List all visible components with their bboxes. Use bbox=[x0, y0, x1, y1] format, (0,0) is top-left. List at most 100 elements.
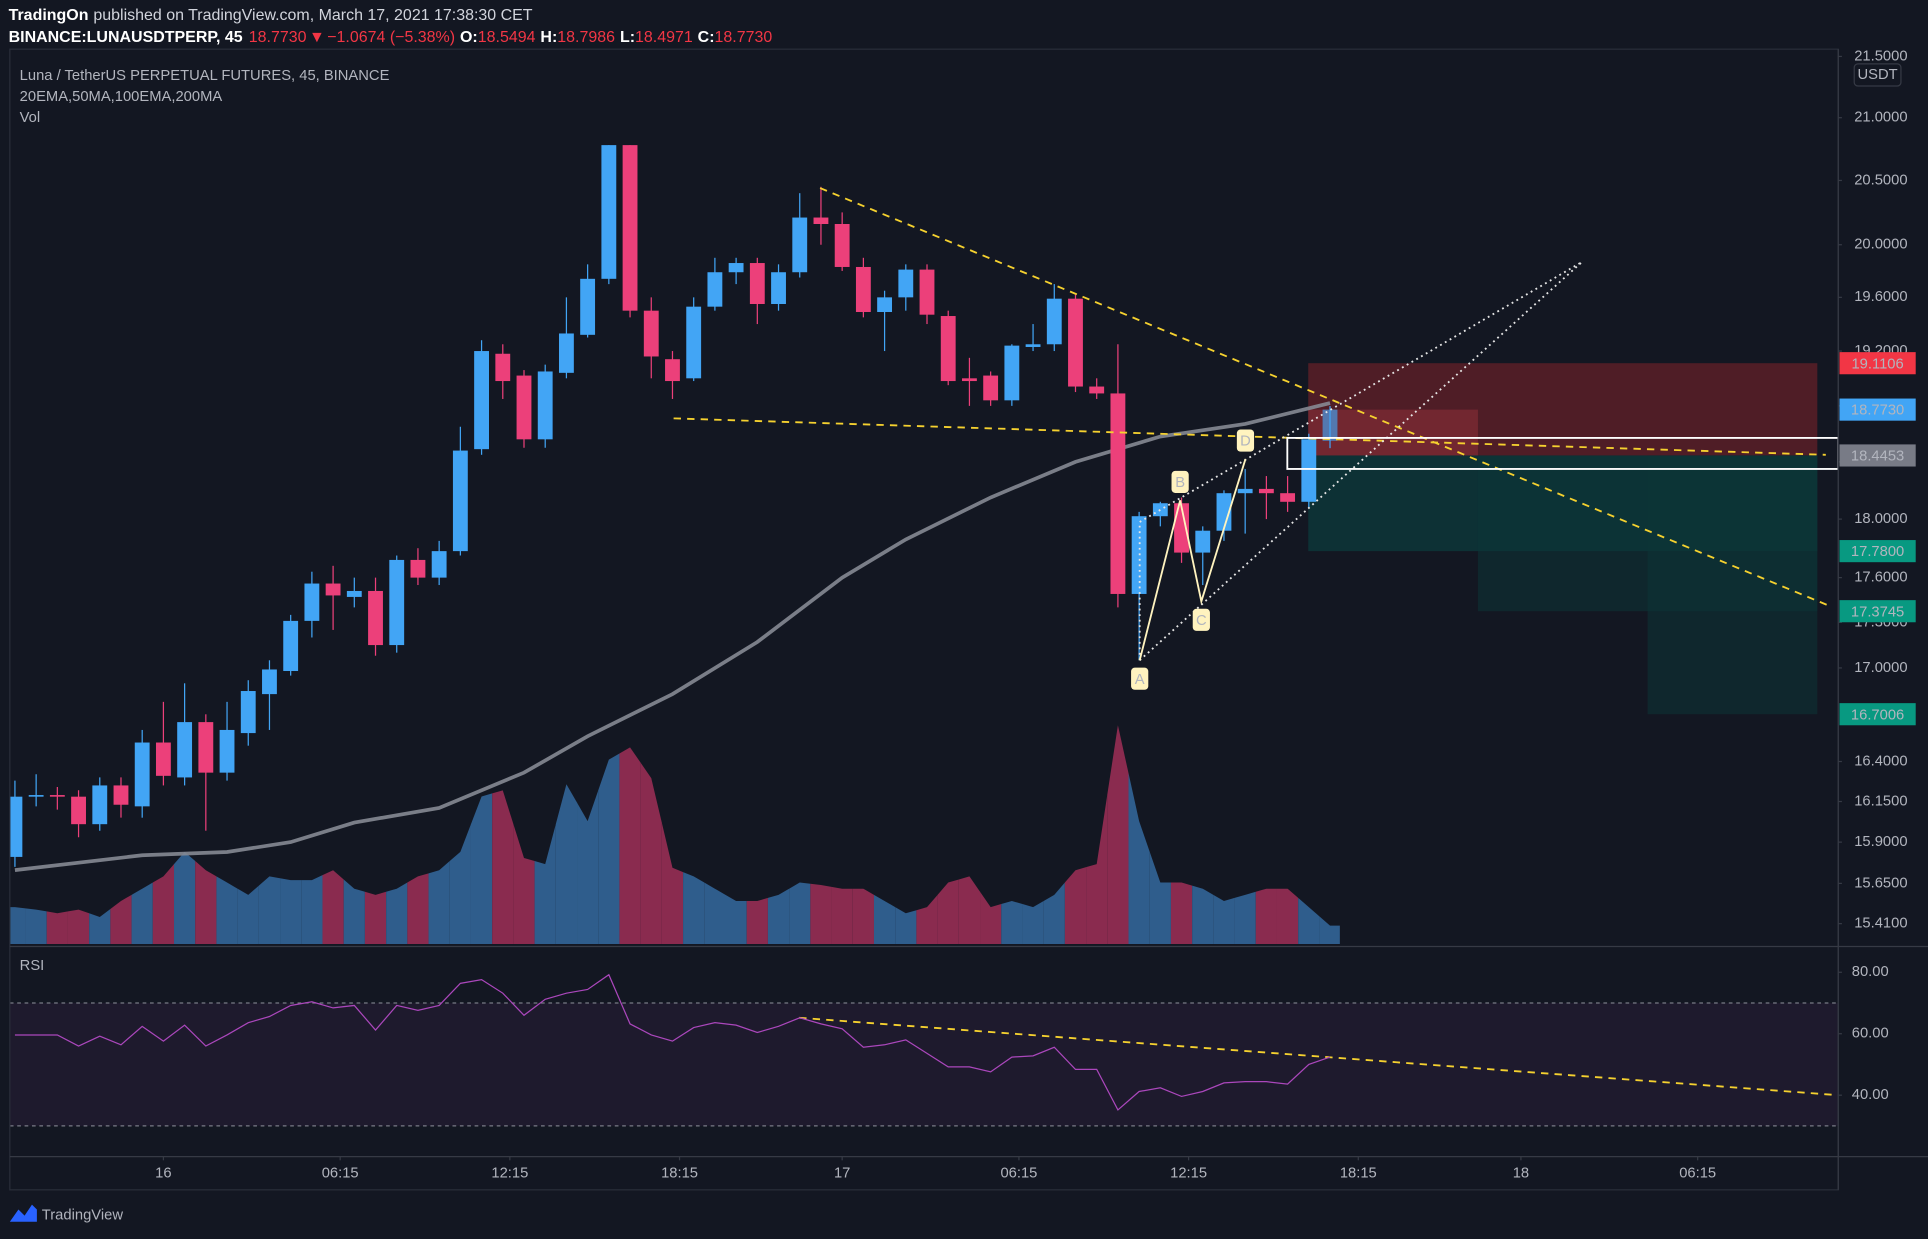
volume-area bbox=[725, 894, 747, 944]
candle-body bbox=[219, 729, 235, 773]
y-tick-label: 17.0000 bbox=[1854, 660, 1907, 676]
volume-area bbox=[534, 824, 556, 944]
candle-body bbox=[771, 272, 786, 305]
price-pane: A B C D bbox=[9, 145, 1839, 944]
volume-area bbox=[1001, 900, 1023, 944]
volume-area bbox=[449, 824, 471, 944]
ohlc-value: 18.7730 bbox=[715, 29, 773, 46]
volume-area bbox=[661, 822, 684, 944]
volume-area bbox=[1170, 882, 1193, 944]
footer-logo bbox=[9, 1204, 37, 1222]
candle-body bbox=[940, 316, 956, 382]
x-tick-label: 18 bbox=[1513, 1166, 1529, 1182]
candle-body bbox=[155, 742, 171, 776]
volume-area bbox=[9, 907, 26, 944]
moving-average bbox=[14, 401, 1331, 872]
volume-area bbox=[810, 883, 832, 944]
volume-area bbox=[1043, 882, 1065, 944]
rsi-tick-label: 60.00 bbox=[1852, 1026, 1889, 1042]
volume-area bbox=[619, 747, 641, 944]
candle-body bbox=[558, 333, 574, 373]
footer-brand: TradingView bbox=[42, 1208, 124, 1224]
volume-area bbox=[216, 876, 238, 944]
volume-area bbox=[958, 876, 981, 944]
volume-area bbox=[1064, 867, 1087, 944]
volume-area bbox=[301, 875, 323, 944]
price-label: 19.1106 bbox=[1851, 356, 1903, 372]
volume-area bbox=[195, 861, 217, 944]
price-label: 18.4453 bbox=[1851, 449, 1904, 465]
y-tick-label: 21.0000 bbox=[1854, 110, 1907, 126]
axes: USDT 21.5000 21.0000 20.5000 20.0000 19.6000… bbox=[9, 48, 1928, 1191]
symbol-line: BINANCE:LUNAUSDTPERP, 45 18.7730 ▼ −1.0674 … bbox=[9, 29, 773, 46]
candle-body bbox=[898, 269, 914, 298]
volume-area bbox=[89, 908, 111, 944]
ohlc-value: 18.7986 bbox=[557, 29, 615, 46]
candle-body bbox=[834, 223, 850, 267]
x-tick-label: 16 bbox=[155, 1166, 171, 1182]
candle-body bbox=[1174, 503, 1189, 553]
y-tick-label: 15.9000 bbox=[1854, 834, 1907, 850]
volume-area bbox=[492, 790, 514, 944]
volume-area bbox=[577, 790, 599, 944]
volume-area bbox=[364, 891, 387, 944]
candle-body bbox=[431, 551, 447, 578]
candle-body bbox=[346, 590, 362, 597]
chart-title: Luna / TetherUS PERPETUAL FUTURES, 45, B… bbox=[20, 68, 390, 84]
candle-body bbox=[1089, 386, 1105, 394]
trendline bbox=[799, 1016, 1839, 1097]
logo-icon bbox=[9, 1204, 37, 1222]
y-tick-label: 21.5000 bbox=[1854, 48, 1907, 64]
volume-area bbox=[67, 909, 90, 944]
candle-body bbox=[28, 795, 44, 797]
volume-area bbox=[789, 882, 811, 944]
volume-area bbox=[110, 894, 132, 944]
rectangle-drawing bbox=[1286, 436, 1839, 470]
volume-area bbox=[1319, 916, 1340, 944]
change-arrow: ▼ bbox=[309, 29, 325, 46]
candle-body bbox=[134, 742, 150, 807]
price-label-box bbox=[1839, 703, 1916, 726]
y-tick-label: 15.4100 bbox=[1854, 916, 1907, 932]
volume-label: Vol bbox=[20, 110, 41, 126]
volume-area bbox=[386, 882, 408, 944]
candle-body bbox=[113, 785, 129, 805]
candle-body bbox=[325, 583, 341, 596]
price-label: 17.3745 bbox=[1851, 604, 1904, 620]
volume-area bbox=[280, 878, 302, 944]
price-label: 16.7006 bbox=[1851, 707, 1904, 723]
rsi-tick-label: 80.00 bbox=[1852, 964, 1889, 980]
volume-area bbox=[767, 888, 790, 944]
candle-body bbox=[601, 145, 617, 279]
price-label: 17.7800 bbox=[1851, 544, 1904, 560]
ohlc-label: H: bbox=[540, 29, 557, 46]
pattern-label: D bbox=[1240, 434, 1251, 450]
trendline bbox=[673, 417, 1826, 456]
pattern-line bbox=[1138, 458, 1247, 661]
candle-body bbox=[1216, 493, 1232, 531]
candle-body bbox=[1322, 409, 1338, 441]
candle-body bbox=[580, 278, 596, 335]
x-tick-label: 12:15 bbox=[491, 1166, 528, 1182]
candle-body bbox=[1280, 493, 1296, 502]
pattern-label: A bbox=[1135, 672, 1145, 688]
publisher: TradingOn bbox=[9, 7, 89, 24]
volume-area bbox=[1255, 888, 1277, 944]
candle-body bbox=[177, 722, 193, 778]
ohlc-label: C: bbox=[698, 29, 715, 46]
y-tick-label: 20.5000 bbox=[1854, 172, 1907, 188]
volume-area bbox=[937, 879, 959, 944]
volume-area bbox=[1192, 885, 1214, 944]
candle-body bbox=[198, 722, 214, 773]
candle-body bbox=[1004, 345, 1020, 401]
candle-body bbox=[49, 795, 65, 797]
price-label-box bbox=[1839, 398, 1916, 421]
candle-body bbox=[1068, 298, 1083, 387]
candle-body bbox=[643, 310, 659, 357]
candle-body bbox=[92, 785, 108, 825]
candle-body bbox=[474, 351, 489, 450]
currency-box bbox=[1853, 63, 1902, 87]
ohlc-value: 18.5494 bbox=[478, 29, 536, 46]
indicators-label: 20EMA,50MA,100EMA,200MA bbox=[20, 89, 223, 105]
